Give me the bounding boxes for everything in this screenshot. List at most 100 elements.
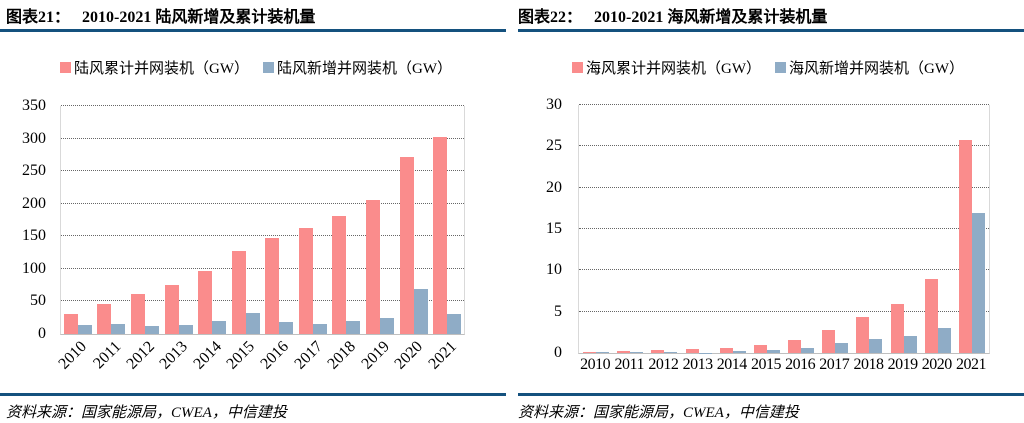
y-tick-label: 200 bbox=[22, 194, 46, 212]
bar bbox=[801, 348, 815, 353]
x-tick-cell: 2015 bbox=[749, 356, 783, 378]
figure-number: 图表21： bbox=[6, 9, 71, 26]
figure-title-text: 2010-2021 海风新增及累计装机量 bbox=[594, 9, 828, 26]
title-divider bbox=[0, 29, 506, 32]
x-tick-cell: 2021 bbox=[954, 356, 988, 378]
bar bbox=[379, 318, 394, 334]
y-tick-label: 10 bbox=[546, 261, 562, 279]
figure-number: 图表22： bbox=[518, 9, 583, 26]
bar bbox=[719, 347, 733, 353]
x-tick-cell: 2012 bbox=[123, 338, 161, 390]
legend-item-new: 海风新增并网装机（GW） bbox=[775, 57, 964, 78]
bar bbox=[903, 336, 917, 353]
legend-swatch-icon bbox=[775, 62, 786, 73]
gridline bbox=[61, 267, 464, 269]
source-note: 资料来源：国家能源局，CWEA，中信建投 bbox=[518, 405, 799, 421]
y-tick-label: 350 bbox=[22, 97, 46, 114]
bar-group bbox=[579, 105, 613, 353]
x-tick-cell: 2013 bbox=[157, 338, 195, 390]
bar-group bbox=[784, 105, 818, 353]
y-tick-label: 100 bbox=[22, 259, 46, 277]
bar-group bbox=[647, 105, 681, 353]
bar bbox=[890, 304, 904, 353]
x-tick-label: 2021 bbox=[955, 356, 987, 373]
x-tick-label: 2014 bbox=[716, 356, 748, 373]
gridline bbox=[579, 228, 989, 229]
bar bbox=[958, 139, 972, 353]
x-tick-label: 2021 bbox=[425, 338, 460, 373]
gridline bbox=[579, 310, 989, 312]
bar bbox=[164, 284, 179, 334]
plot-area bbox=[578, 104, 990, 354]
y-tick-label: 300 bbox=[22, 129, 46, 147]
bar bbox=[97, 304, 112, 334]
y-tick-label: 15 bbox=[546, 220, 562, 237]
x-tick-cell: 2010 bbox=[578, 356, 612, 378]
bar-group bbox=[195, 106, 229, 334]
bar bbox=[130, 294, 145, 334]
bar-group bbox=[852, 105, 886, 353]
bar-group bbox=[716, 105, 750, 353]
x-tick-label: 2019 bbox=[358, 338, 393, 373]
legend-label: 陆风新增并网装机（GW） bbox=[277, 61, 452, 77]
bar bbox=[685, 349, 699, 353]
x-tick-label: 2015 bbox=[750, 356, 782, 373]
y-tick-label: 150 bbox=[22, 227, 46, 245]
figure-title-text: 2010-2021 陆风新增及累计装机量 bbox=[82, 9, 316, 26]
x-tick-label: 2020 bbox=[921, 356, 953, 373]
bar-group bbox=[296, 106, 330, 334]
bar bbox=[924, 278, 938, 353]
bar bbox=[583, 351, 597, 353]
x-tick-cell: 2013 bbox=[681, 356, 715, 378]
bar bbox=[399, 157, 414, 334]
bar-group bbox=[95, 106, 129, 334]
x-tick-label: 2016 bbox=[785, 356, 816, 373]
bar-group bbox=[128, 106, 162, 334]
bar bbox=[332, 216, 347, 334]
legend-label: 陆风累计并网装机（GW） bbox=[74, 61, 249, 77]
bar bbox=[664, 351, 678, 353]
legend: 陆风累计并网装机（GW） 陆风新增并网装机（GW） bbox=[0, 57, 512, 78]
y-tick-label: 25 bbox=[546, 137, 562, 155]
bottom-divider bbox=[518, 393, 1024, 396]
plot-area bbox=[60, 105, 465, 335]
x-tick-cell: 2017 bbox=[291, 338, 329, 390]
bar-group bbox=[955, 105, 989, 353]
x-tick-cell: 2012 bbox=[646, 356, 680, 378]
x-tick-cell: 2010 bbox=[56, 338, 94, 390]
x-tick-cell: 2011 bbox=[90, 338, 128, 390]
x-tick-cell: 2020 bbox=[920, 356, 954, 378]
legend-label: 海风累计并网装机（GW） bbox=[586, 61, 761, 77]
x-axis-labels: 2010 2011 2012 2013 2014 2015 2016 2017 2018 2019… bbox=[56, 338, 463, 390]
x-tick-label: 2019 bbox=[887, 356, 919, 373]
bar bbox=[447, 313, 462, 334]
gridline bbox=[579, 104, 989, 105]
bar bbox=[971, 213, 985, 353]
x-tick-cell: 2011 bbox=[612, 356, 646, 378]
x-tick-cell: 2019 bbox=[886, 356, 920, 378]
bar bbox=[63, 314, 78, 334]
x-tick-cell: 2017 bbox=[817, 356, 851, 378]
bar bbox=[651, 349, 665, 353]
bar bbox=[346, 320, 361, 334]
bar bbox=[231, 250, 246, 334]
bar-group bbox=[229, 106, 263, 334]
panel-onshore-chart: 图表21： 2010-2021 陆风新增及累计装机量 陆风累计并网装机（GW） 陆… bbox=[0, 9, 512, 421]
x-tick-label: 2018 bbox=[324, 338, 360, 373]
bar-group bbox=[921, 105, 955, 353]
gridline bbox=[579, 269, 989, 271]
gridline bbox=[61, 170, 464, 172]
bar bbox=[245, 313, 260, 334]
bar bbox=[198, 271, 213, 334]
bar bbox=[869, 339, 883, 353]
gridline bbox=[579, 145, 989, 147]
legend-item-cumulative: 海风累计并网装机（GW） bbox=[572, 57, 761, 78]
x-tick-cell: 2014 bbox=[715, 356, 749, 378]
bar-group bbox=[162, 106, 196, 334]
y-tick-label: 250 bbox=[22, 162, 46, 180]
x-tick-label: 2020 bbox=[391, 338, 427, 373]
bar bbox=[617, 350, 631, 353]
y-tick-label: 5 bbox=[554, 302, 562, 320]
bar bbox=[279, 321, 294, 334]
